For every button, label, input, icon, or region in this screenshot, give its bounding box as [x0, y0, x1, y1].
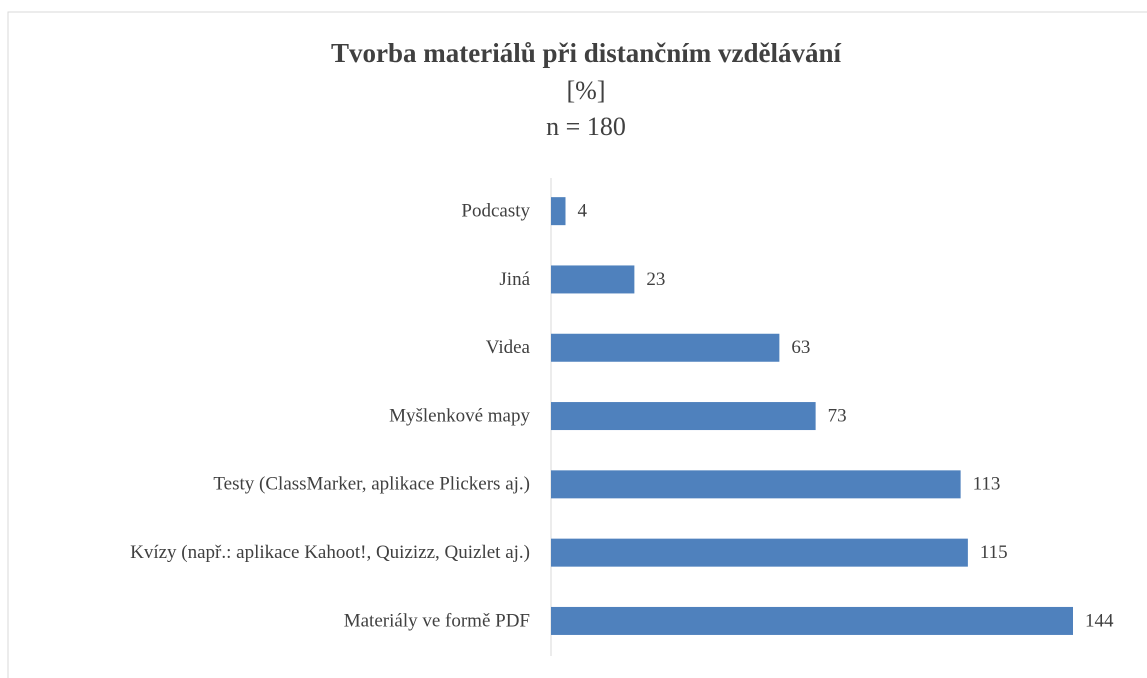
chart-subtitle: n = 180: [546, 112, 626, 141]
y-tick-label: Materiály ve formě PDF: [344, 610, 530, 631]
value-label: 115: [980, 542, 1008, 563]
bar: [551, 538, 968, 567]
bar: [551, 606, 1073, 635]
chart-subtitle: [%]: [567, 76, 606, 105]
bar: [551, 265, 635, 294]
bar: [551, 402, 816, 431]
value-label: 23: [646, 269, 665, 290]
value-label: 73: [828, 405, 847, 426]
y-tick-label: Kvízy (např.: aplikace Kahoot!, Quizizz,…: [130, 542, 530, 563]
y-tick-label: Jiná: [499, 269, 530, 290]
value-label: 4: [578, 201, 588, 222]
chart-frame: [7, 11, 1147, 678]
value-label: 63: [791, 337, 810, 358]
y-tick-label: Videa: [486, 337, 531, 358]
bar: [551, 333, 780, 362]
bar: [551, 470, 961, 499]
chart-title: Tvorba materiálů při distančním vzdělává…: [331, 38, 842, 68]
y-tick-label: Testy (ClassMarker, aplikace Plickers aj…: [213, 474, 530, 495]
value-label: 144: [1085, 610, 1114, 631]
value-label: 113: [973, 474, 1001, 495]
y-tick-label: Myšlenkové mapy: [389, 405, 530, 426]
y-tick-label: Podcasty: [461, 201, 530, 222]
bar: [551, 197, 566, 226]
